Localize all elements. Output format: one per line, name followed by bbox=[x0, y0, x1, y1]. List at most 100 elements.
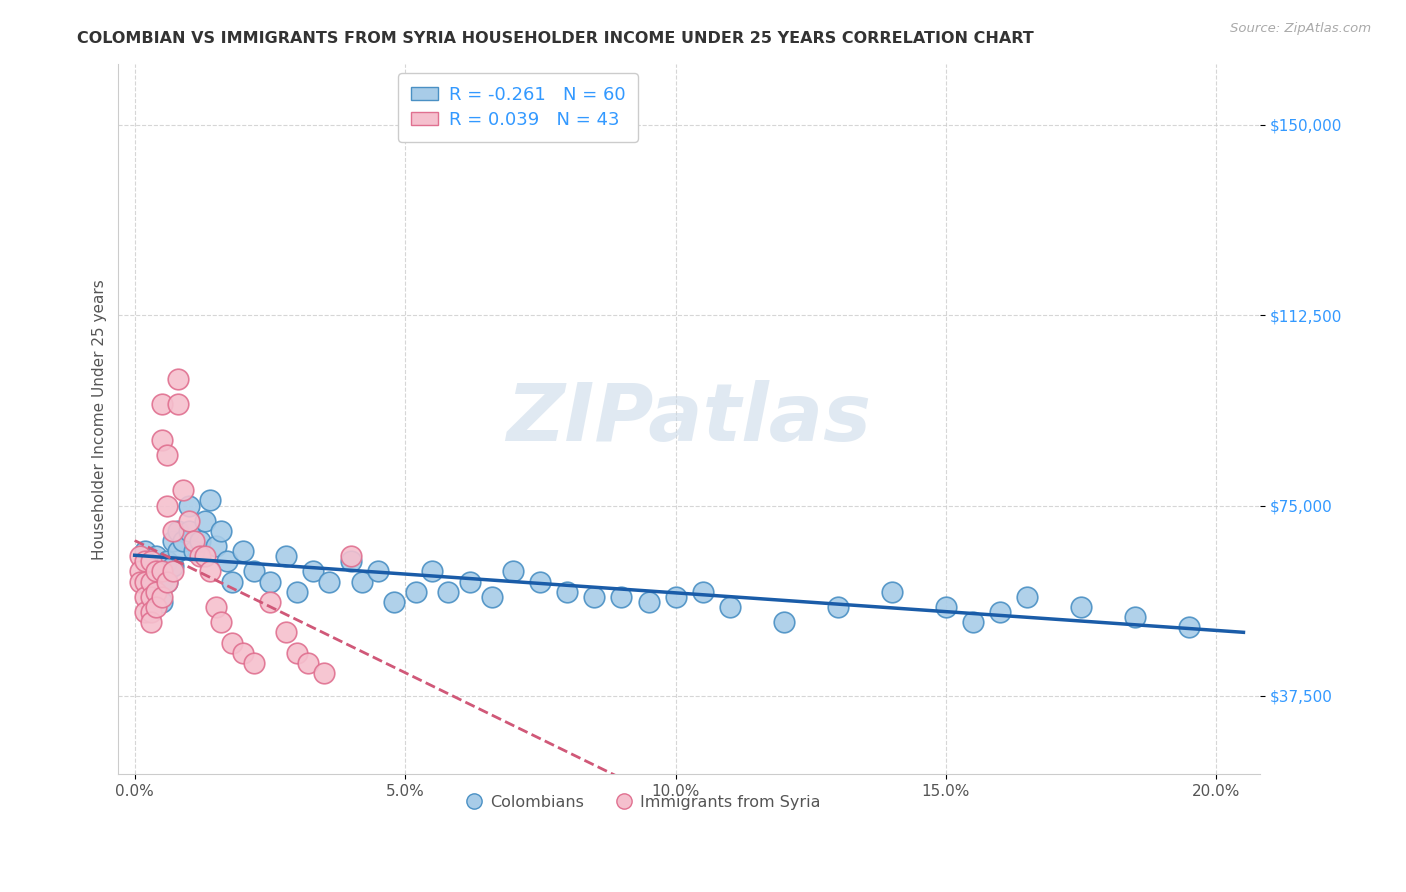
Point bbox=[367, 565, 389, 579]
Point bbox=[194, 549, 217, 564]
Point bbox=[145, 584, 167, 599]
Point bbox=[221, 635, 243, 649]
Point bbox=[129, 549, 152, 564]
Point bbox=[167, 524, 190, 538]
Point bbox=[1017, 590, 1039, 604]
Point bbox=[772, 615, 794, 630]
Point bbox=[297, 656, 319, 670]
Point bbox=[610, 590, 633, 604]
Point bbox=[177, 524, 200, 538]
Text: ZIPatlas: ZIPatlas bbox=[506, 380, 872, 458]
Point bbox=[259, 595, 281, 609]
Point bbox=[481, 590, 503, 604]
Point bbox=[232, 544, 254, 558]
Point bbox=[129, 574, 152, 589]
Point bbox=[340, 554, 363, 568]
Point bbox=[194, 514, 217, 528]
Point bbox=[458, 574, 481, 589]
Point bbox=[285, 646, 308, 660]
Point bbox=[167, 397, 190, 411]
Point bbox=[200, 565, 222, 579]
Point bbox=[145, 549, 167, 564]
Point bbox=[502, 565, 524, 579]
Point bbox=[312, 665, 335, 680]
Point bbox=[935, 600, 957, 615]
Point bbox=[200, 493, 222, 508]
Point bbox=[437, 584, 460, 599]
Point bbox=[350, 574, 373, 589]
Point bbox=[557, 584, 579, 599]
Point bbox=[139, 574, 162, 589]
Point bbox=[134, 574, 156, 589]
Point bbox=[529, 574, 551, 589]
Point bbox=[215, 554, 238, 568]
Point bbox=[692, 584, 714, 599]
Point bbox=[139, 574, 162, 589]
Point bbox=[172, 534, 194, 549]
Point bbox=[274, 549, 297, 564]
Point bbox=[827, 600, 849, 615]
Point bbox=[150, 590, 173, 604]
Point bbox=[162, 559, 184, 574]
Point bbox=[139, 615, 162, 630]
Point bbox=[285, 584, 308, 599]
Point bbox=[150, 397, 173, 411]
Point bbox=[318, 574, 340, 589]
Point bbox=[242, 656, 264, 670]
Point bbox=[405, 584, 427, 599]
Point bbox=[177, 514, 200, 528]
Y-axis label: Householder Income Under 25 years: Householder Income Under 25 years bbox=[93, 279, 107, 559]
Point bbox=[1070, 600, 1092, 615]
Point bbox=[134, 544, 156, 558]
Point bbox=[156, 499, 179, 513]
Point bbox=[183, 534, 205, 549]
Text: Source: ZipAtlas.com: Source: ZipAtlas.com bbox=[1230, 22, 1371, 36]
Point bbox=[382, 595, 405, 609]
Point bbox=[150, 565, 173, 579]
Point bbox=[204, 600, 226, 615]
Point bbox=[156, 554, 179, 568]
Point bbox=[139, 554, 162, 568]
Point bbox=[664, 590, 686, 604]
Point bbox=[156, 574, 179, 589]
Text: COLOMBIAN VS IMMIGRANTS FROM SYRIA HOUSEHOLDER INCOME UNDER 25 YEARS CORRELATION: COLOMBIAN VS IMMIGRANTS FROM SYRIA HOUSE… bbox=[77, 31, 1033, 46]
Point bbox=[172, 483, 194, 498]
Point bbox=[139, 554, 162, 568]
Point bbox=[145, 600, 167, 615]
Point bbox=[150, 565, 173, 579]
Point bbox=[156, 574, 179, 589]
Point bbox=[188, 549, 211, 564]
Point bbox=[259, 574, 281, 589]
Point bbox=[274, 625, 297, 640]
Point bbox=[150, 595, 173, 609]
Point bbox=[134, 554, 156, 568]
Point bbox=[156, 448, 179, 462]
Point bbox=[177, 499, 200, 513]
Point bbox=[134, 605, 156, 619]
Point bbox=[420, 565, 443, 579]
Point bbox=[242, 565, 264, 579]
Point bbox=[129, 565, 152, 579]
Point bbox=[988, 605, 1011, 619]
Point bbox=[145, 584, 167, 599]
Point bbox=[188, 534, 211, 549]
Point bbox=[340, 549, 363, 564]
Point bbox=[718, 600, 741, 615]
Point bbox=[221, 574, 243, 589]
Point bbox=[209, 524, 232, 538]
Point bbox=[209, 615, 232, 630]
Point bbox=[583, 590, 606, 604]
Point bbox=[162, 534, 184, 549]
Point bbox=[150, 574, 173, 589]
Point bbox=[139, 590, 162, 604]
Point bbox=[302, 565, 325, 579]
Point bbox=[1123, 610, 1146, 624]
Point bbox=[145, 565, 167, 579]
Point bbox=[1178, 620, 1201, 634]
Point bbox=[139, 605, 162, 619]
Point bbox=[162, 565, 184, 579]
Point bbox=[962, 615, 984, 630]
Point bbox=[134, 590, 156, 604]
Point bbox=[183, 544, 205, 558]
Point bbox=[880, 584, 903, 599]
